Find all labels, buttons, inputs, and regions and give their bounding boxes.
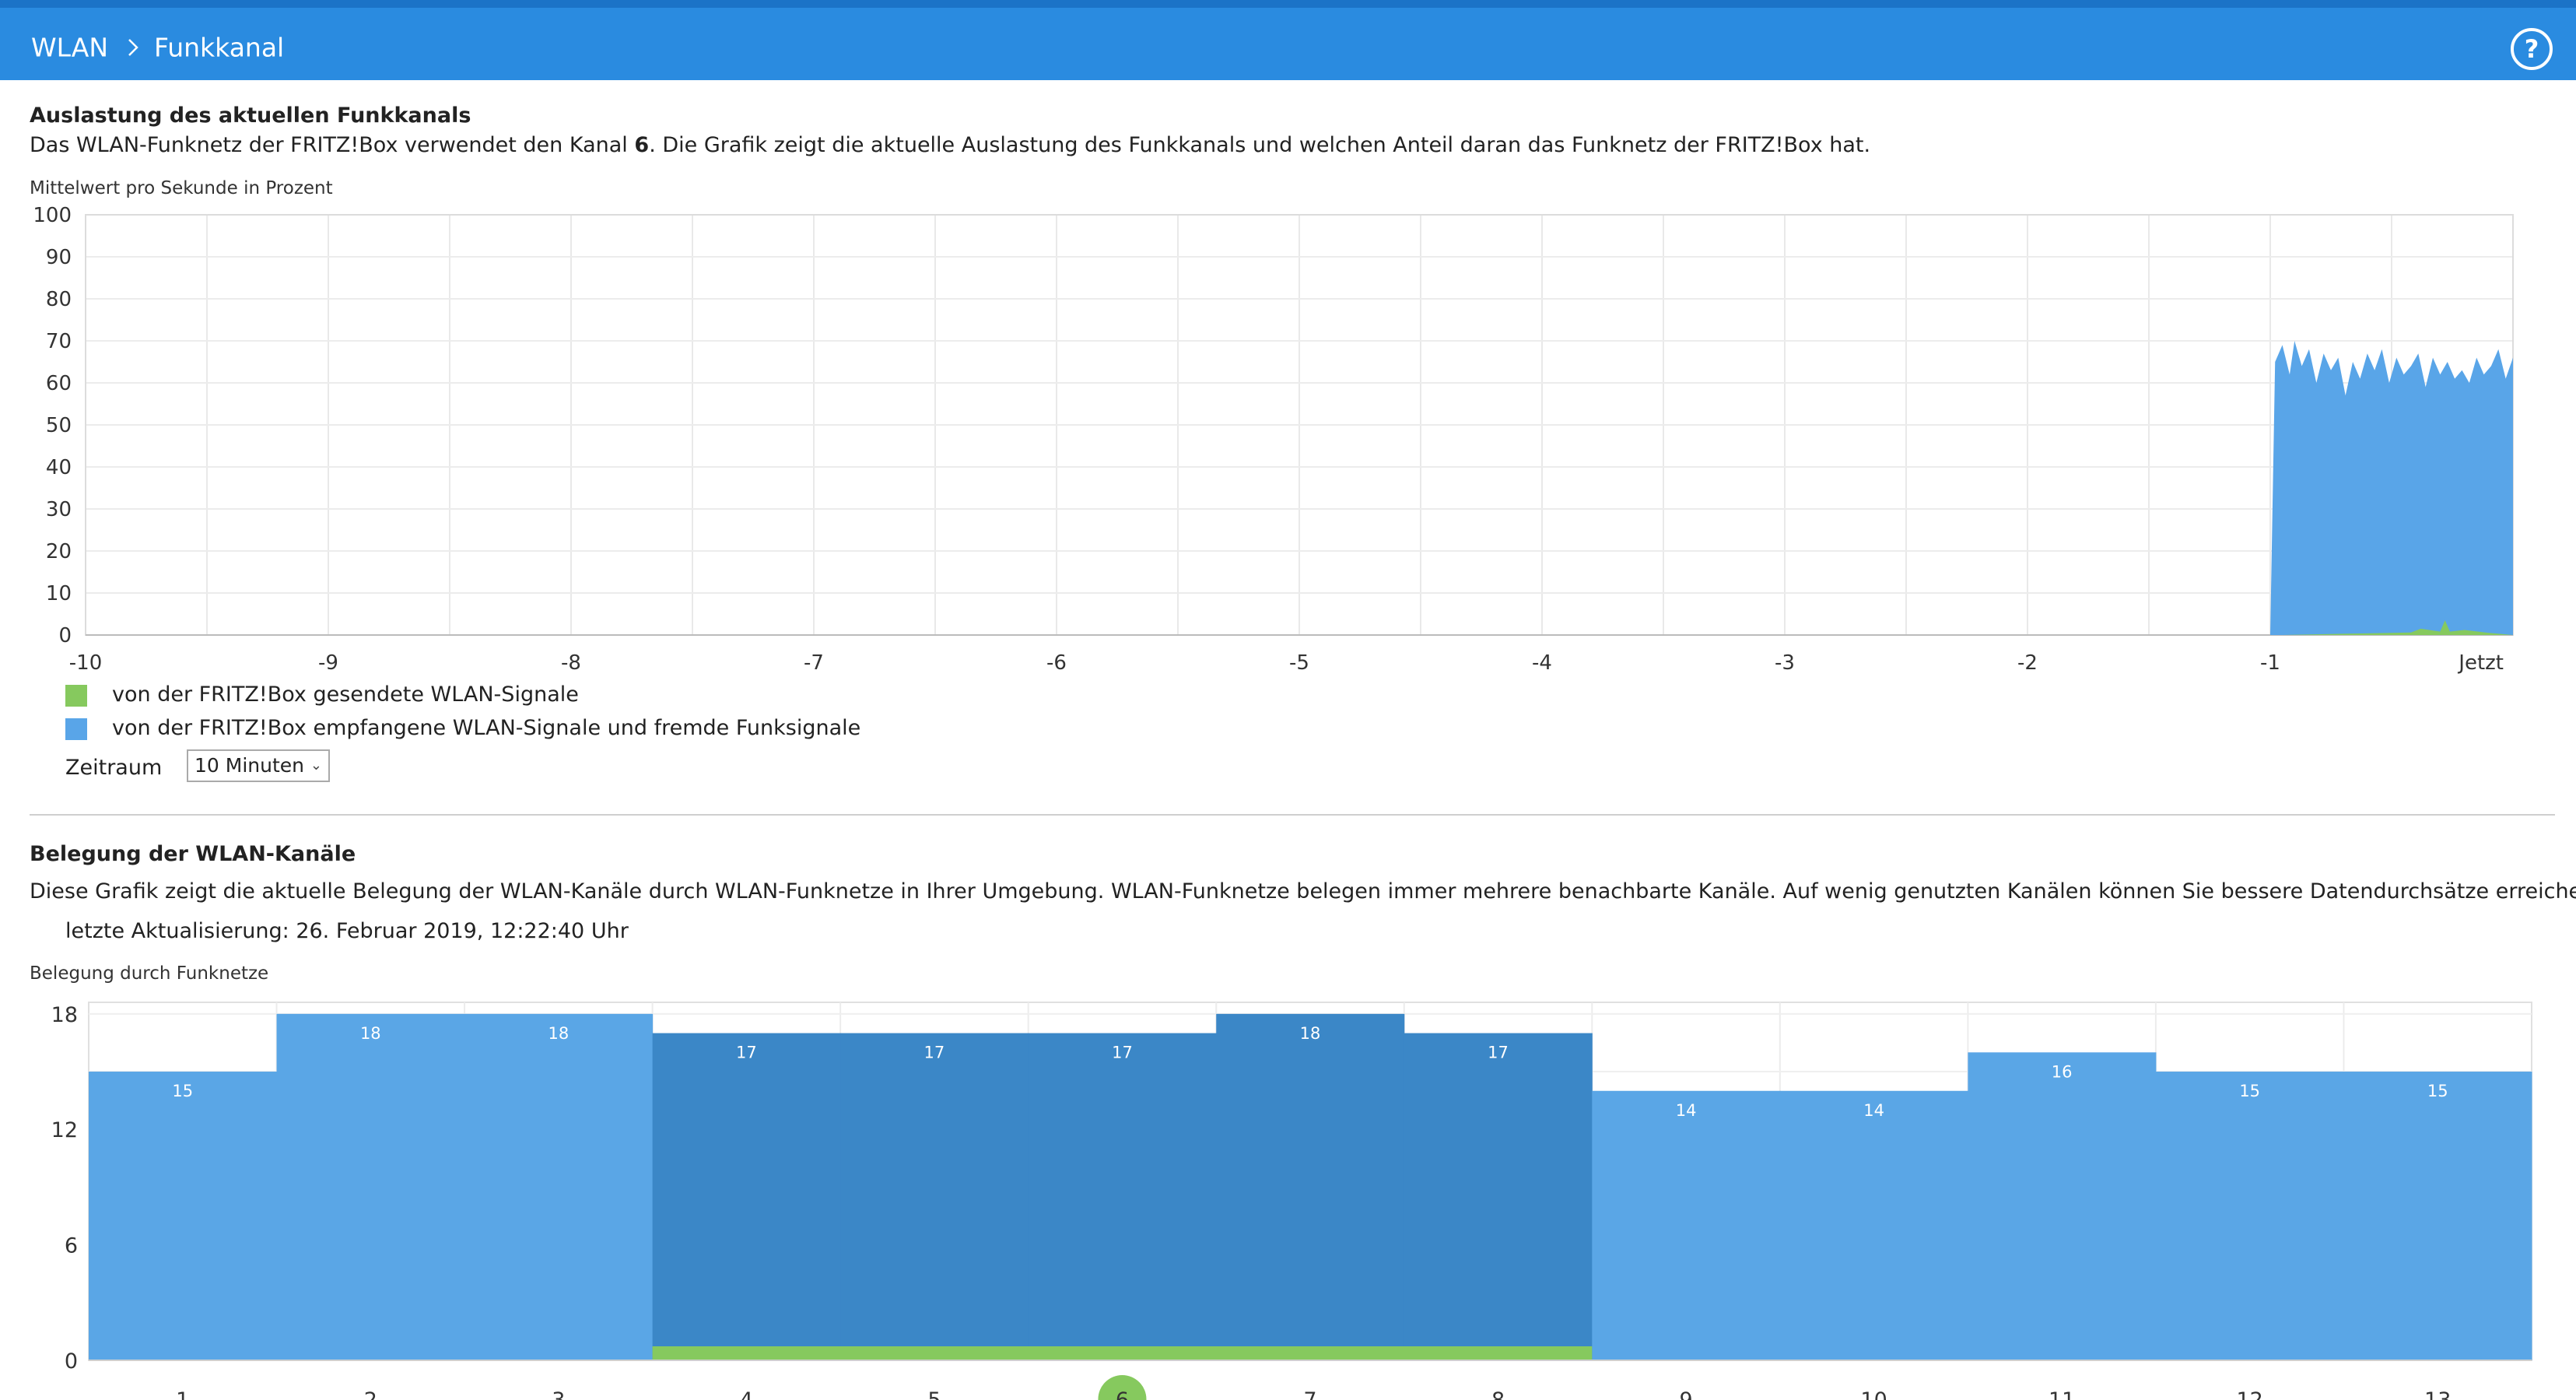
legend-label-received: von der FRITZ!Box empfangene WLAN-Signal… (112, 716, 861, 740)
y-tick-label: 70 (46, 330, 72, 353)
bar-channel-3 (464, 1013, 654, 1360)
bar-channel-11 (1968, 1052, 2157, 1360)
area-series-received (2270, 341, 2513, 635)
y-tick-label: 50 (46, 414, 72, 437)
x-tick-label: 10 (1860, 1388, 1887, 1400)
legend-swatch-blue (65, 718, 87, 740)
bar-channel-10 (1779, 1090, 1968, 1360)
breadcrumb-wlan[interactable]: WLAN (31, 32, 109, 63)
x-tick-label: 13 (2424, 1388, 2451, 1400)
bar-channel-8 (1404, 1033, 1593, 1360)
x-tick-label: -6 (1046, 651, 1067, 675)
area-series-sent (2282, 620, 2513, 635)
legend-item-sent: von der FRITZ!Box gesendete WLAN-Signale (65, 682, 579, 707)
y-tick-label: 12 (51, 1118, 78, 1142)
x-tick-label: 6 (1116, 1388, 1129, 1400)
channel-occupancy-chart: 0612181518181717171817141416151512345678… (51, 1002, 2532, 1400)
y-tick-label: 100 (33, 204, 72, 227)
zeitraum-select[interactable]: 10 Minuten ⌄ (187, 749, 330, 782)
bar-value-label: 17 (1112, 1044, 1133, 1062)
y-tick-label: 20 (46, 540, 72, 563)
y-tick-label: 18 (51, 1003, 78, 1027)
x-tick-label: -5 (1289, 651, 1309, 675)
bar-value-label: 14 (1676, 1101, 1697, 1120)
x-tick-label: -8 (561, 651, 581, 675)
y-tick-label: 90 (46, 246, 72, 269)
breadcrumb-funkkanal: Funkkanal (154, 32, 285, 63)
section-description-auslastung: Das WLAN-Funknetz der FRITZ!Box verwende… (30, 133, 1870, 157)
desc-pre: Das WLAN-Funknetz der FRITZ!Box verwende… (30, 133, 635, 157)
section-description-belegung: Diese Grafik zeigt die aktuelle Belegung… (30, 879, 2576, 904)
x-tick-label: 8 (1491, 1388, 1505, 1400)
x-tick-label: 11 (2049, 1388, 2075, 1400)
section-title-auslastung: Auslastung des aktuellen Funkkanals (30, 104, 471, 128)
legend-label-sent: von der FRITZ!Box gesendete WLAN-Signale (112, 682, 579, 707)
bar-channel-4 (652, 1033, 841, 1360)
x-tick-label: 4 (740, 1388, 753, 1400)
chart-caption-auslastung: Mittelwert pro Sekunde in Prozent (30, 178, 333, 198)
section-title-belegung: Belegung der WLAN-Kanäle (30, 842, 356, 866)
x-tick-label: 5 (927, 1388, 941, 1400)
utilization-chart: 0 10 20 30 40 50 60 70 80 90 100 -10 -9 -8 -7 -6 -5 -4 -3 -… (33, 204, 2514, 675)
bar-value-label: 17 (736, 1044, 757, 1062)
current-channel-number: 6 (634, 133, 650, 157)
x-tick-label: -7 (804, 651, 824, 675)
section-divider (30, 814, 2555, 816)
x-tick-label: 2 (364, 1388, 377, 1400)
last-update: letzte Aktualisierung: 26. Februar 2019,… (65, 919, 629, 943)
x-tick-label: -1 (2260, 651, 2280, 675)
x-tick-label: -3 (1775, 651, 1795, 675)
y-tick-label: 40 (46, 456, 72, 479)
y-tick-label: 80 (46, 288, 72, 311)
bar-channel-5 (840, 1033, 1029, 1360)
x-tick-label: -9 (318, 651, 338, 675)
bar-channel-1 (89, 1072, 278, 1360)
y-tick-label: 60 (46, 372, 72, 395)
bar-value-label: 17 (924, 1044, 945, 1062)
bar-value-label: 18 (548, 1024, 569, 1043)
x-tick-label: 1 (176, 1388, 189, 1400)
top-bar: WLAN Funkkanal ? (0, 0, 2576, 80)
bar-channel-7 (1216, 1013, 1405, 1360)
zeitraum-label: Zeitraum (65, 756, 163, 780)
x-tick-label: -2 (2017, 651, 2038, 675)
x-tick-label: 7 (1303, 1388, 1316, 1400)
bar-channel-2 (276, 1013, 465, 1360)
bar-value-label: 14 (1863, 1101, 1884, 1120)
x-tick-label: 3 (552, 1388, 565, 1400)
chart-caption-belegung: Belegung durch Funknetze (30, 963, 269, 984)
y-tick-label: 10 (46, 582, 72, 605)
bar-value-label: 18 (1300, 1024, 1321, 1043)
zeitraum-value: 10 Minuten (195, 754, 304, 777)
breadcrumb: WLAN Funkkanal (31, 31, 284, 64)
bar-value-label: 17 (1488, 1044, 1509, 1062)
y-tick-label: 30 (46, 498, 72, 521)
bar-value-label: 18 (360, 1024, 381, 1043)
x-tick-label: -4 (1532, 651, 1552, 675)
bar-value-label: 15 (172, 1082, 193, 1100)
chevron-down-icon: ⌄ (310, 757, 322, 774)
legend-item-received: von der FRITZ!Box empfangene WLAN-Signal… (65, 716, 860, 740)
bar-value-label: 16 (2052, 1062, 2073, 1081)
y-tick-label: 0 (58, 624, 72, 647)
bar-channel-9 (1592, 1090, 1781, 1360)
desc-post: . Die Grafik zeigt die aktuelle Auslastu… (649, 133, 1871, 157)
bar-channel-13 (2343, 1072, 2532, 1360)
x-tick-label: 9 (1679, 1388, 1692, 1400)
own-network-band (652, 1346, 1593, 1360)
y-tick-label: 0 (65, 1349, 78, 1374)
x-tick-label: 12 (2237, 1388, 2263, 1400)
bar-channel-6 (1028, 1033, 1217, 1360)
chevron-right-icon (128, 33, 138, 64)
help-icon[interactable]: ? (2511, 28, 2553, 70)
current-channel-marker (1098, 1375, 1147, 1400)
bar-channel-12 (2155, 1072, 2344, 1360)
y-tick-label: 6 (65, 1234, 78, 1258)
bar-value-label: 15 (2239, 1082, 2260, 1100)
legend-swatch-green (65, 684, 87, 707)
x-tick-label: Jetzt (2457, 651, 2504, 675)
x-tick-label: -10 (69, 651, 102, 675)
bar-value-label: 15 (2427, 1082, 2448, 1100)
